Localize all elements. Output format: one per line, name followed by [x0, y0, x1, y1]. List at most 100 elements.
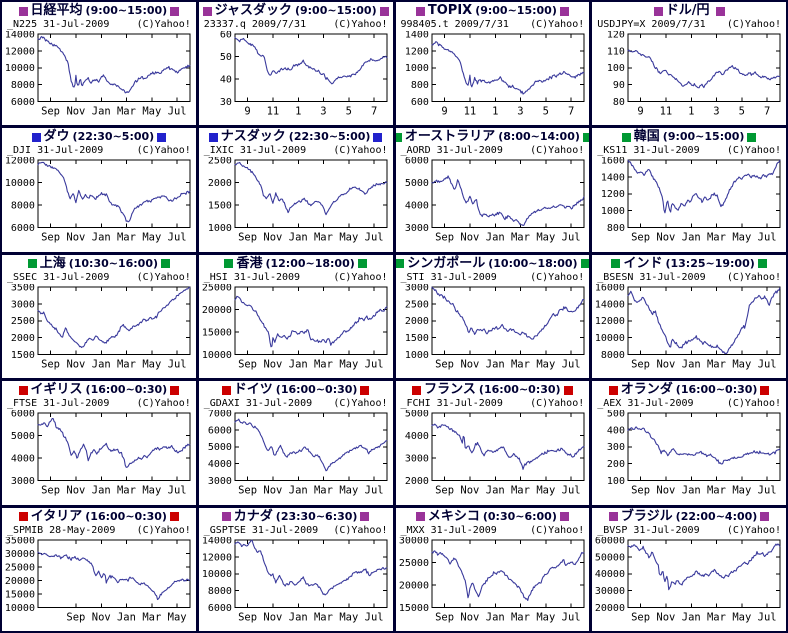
market-chart-cell-france[interactable]: フランス (16:00~0:30) _FCHI 31-Jul-2009 (C)Yaho…: [395, 381, 590, 505]
y-tick-label: 5000: [404, 178, 428, 189]
y-tick-label: 1000: [601, 207, 625, 218]
x-tick-label: May: [733, 232, 752, 244]
price-line: [627, 543, 781, 590]
chart-info-row: _FTSE 31-Jul-2009 (C)Yahoo!: [2, 398, 196, 410]
chart-title-row: メキシコ (0:30~6:00): [396, 508, 590, 525]
market-chart-cell-hongkong[interactable]: 香港 (12:00~18:00) _HSI 31-Jul-2009 (C)Yahoo!…: [198, 254, 393, 379]
ticker-and-date: _SPMIB 28-May-2009: [7, 524, 116, 536]
chart-title-row: ジャスダック (9:00~15:00): [199, 2, 393, 19]
market-chart-cell-mexico[interactable]: メキシコ (0:30~6:00) _MXX 31-Jul-2009 (C)Yahoo!…: [395, 507, 590, 631]
price-chart-plot: 3000 4000 5000 6000 Sep Nov Jan Mar May Jul: [404, 157, 584, 244]
plot-area: [37, 412, 191, 482]
y-tick-label: 1000: [404, 350, 428, 361]
market-chart-cell-topix[interactable]: TOPIX (9:00~15:00) 998405.t 2009/7/31 (C)Ya…: [395, 2, 590, 126]
price-chart-plot: 6000 8000 10000 12000 14000 Sep Nov Jan Mar May Ju…: [202, 537, 388, 623]
x-tick-label: Nov: [66, 232, 85, 244]
x-tick-label: 1: [492, 105, 498, 117]
region-marker-icon: [608, 512, 618, 522]
region-marker-icon: [611, 259, 621, 269]
x-tick-label: Mar: [707, 358, 726, 370]
market-chart-cell-uk[interactable]: イギリス (16:00~0:30) _FTSE 31-Jul-2009 (C)Yaho…: [2, 381, 196, 505]
x-tick-label: Nov: [66, 358, 85, 370]
market-chart-cell-dow[interactable]: ダウ (22:30~5:00) _DJI 31-Jul-2009 (C)Yahoo! 6…: [2, 128, 196, 252]
market-chart-cell-nikkei225[interactable]: 日経平均 (9:00~15:00) _N225 31-Jul-2009 (C)Yaho…: [2, 2, 196, 126]
x-tick-label: Nov: [460, 232, 479, 244]
x-tick-label: Mar: [510, 232, 529, 244]
region-marker-icon: [747, 132, 757, 142]
market-chart-cell-shanghai[interactable]: 上海 (10:30~16:00) _SSEC 31-Jul-2009 (C)Yahoo…: [2, 254, 196, 379]
y-tick-label: 4000: [404, 431, 428, 442]
x-tick-label: May: [339, 611, 358, 623]
x-tick-label: Jan: [92, 485, 111, 497]
market-chart-cell-brazil[interactable]: ブラジル (22:00~4:00) _BVSP 31-Jul-2009 (C)Yaho…: [592, 507, 786, 631]
region-marker-icon: [760, 385, 770, 395]
price-chart-plot: 1000 1500 2000 2500 3000 Sep Nov Jan Mar May Jul: [404, 284, 584, 370]
x-tick-label: Sep: [41, 485, 60, 497]
ticker-and-date: _DJI 31-Jul-2009: [7, 145, 104, 157]
y-tick-label: 800: [607, 223, 625, 234]
x-tick-label: 5: [345, 105, 351, 117]
y-tick-label: 6000: [11, 410, 35, 419]
chart-info-row: _MXX 31-Jul-2009 (C)Yahoo!: [396, 525, 590, 537]
market-chart-cell-canada[interactable]: カナダ (23:30~6:30) _GSPTSE 31-Jul-2009 (C)Yah…: [198, 507, 393, 631]
x-tick-label: Mar: [314, 358, 333, 370]
y-tick-label: 14000: [202, 537, 232, 546]
region-marker-icon: [415, 6, 425, 16]
x-tick-label: Sep: [41, 358, 60, 370]
market-chart-cell-germany[interactable]: ドイツ (16:00~0:30) _GDAXI 31-Jul-2009 (C)Yaho…: [198, 381, 393, 505]
market-chart-cell-netherlands[interactable]: オランダ (16:00~0:30) _AEX 31-Jul-2009 (C)Yahoo…: [592, 381, 786, 505]
x-tick-label: May: [142, 232, 161, 244]
market-chart-cell-nasdaq[interactable]: ナスダック (22:30~5:00) _IXIC 31-Jul-2009 (C)Yah…: [198, 128, 393, 252]
y-tick-label: 3000: [404, 454, 428, 465]
copyright-label: (C)Yahoo!: [726, 398, 781, 410]
y-tick-label: 80: [613, 97, 625, 108]
x-tick-label: 11: [463, 105, 476, 117]
x-tick-label: Jan: [289, 232, 308, 244]
region-marker-icon: [208, 132, 218, 142]
chart-info-row: _FCHI 31-Jul-2009 (C)Yahoo!: [396, 398, 590, 410]
plot-area: [430, 412, 584, 482]
region-marker-icon: [18, 6, 28, 16]
x-tick-label: Nov: [657, 232, 676, 244]
region-marker-icon: [202, 6, 212, 16]
x-tick-label: Jul: [758, 611, 777, 623]
chart-title: オランダ: [620, 382, 673, 398]
y-tick-label: 2500: [11, 316, 35, 327]
ticker-and-date: _FCHI 31-Jul-2009: [400, 398, 503, 410]
chart-trading-hours: (23:30~6:30): [275, 509, 358, 523]
region-marker-icon: [170, 6, 180, 16]
region-marker-icon: [563, 385, 573, 395]
x-tick-label: 9: [638, 105, 644, 117]
x-tick-label: Jul: [561, 611, 580, 623]
region-marker-icon: [170, 385, 180, 395]
x-tick-label: 3: [517, 105, 523, 117]
market-chart-cell-australia[interactable]: オーストラリア (8:00~14:00) _AORD 31-Jul-2009 (C)Y…: [395, 128, 590, 252]
chart-title: イタリア: [30, 508, 83, 524]
x-tick-label: May: [142, 485, 161, 497]
y-tick-label: 2000: [208, 178, 232, 189]
x-tick-label: 7: [371, 105, 377, 117]
price-chart-plot: 3000 4000 5000 6000 Sep Nov Jan Mar May Jul: [11, 410, 191, 497]
price-chart-plot: 6000 8000 10000 12000 14000 Sep Nov Jan Mar May Ju…: [5, 31, 191, 117]
market-chart-cell-usdjpy[interactable]: ドル/円 USDJPY=X 2009/7/31 (C)Yahoo! 80 90 100 11…: [592, 2, 786, 126]
market-chart-cell-korea[interactable]: 韓国 (9:00~15:00) _KS11 31-Jul-2009 (C)Yahoo!…: [592, 128, 786, 252]
copyright-label: (C)Yahoo!: [726, 19, 781, 30]
market-chart-cell-india[interactable]: インド (13:25~19:00) _BSESN 31-Jul-2009 (C)Yah…: [592, 254, 786, 379]
chart-title: 香港: [236, 255, 263, 271]
x-tick-label: Mar: [117, 232, 136, 244]
y-tick-label: 40000: [595, 569, 625, 580]
price-line: [627, 426, 781, 465]
x-tick-label: May: [339, 358, 358, 370]
y-tick-label: 20000: [5, 576, 35, 587]
market-chart-cell-jasdaq[interactable]: ジャスダック (9:00~15:00) 23337.q 2009/7/31 (C)Ya…: [198, 2, 393, 126]
x-tick-label: Mar: [510, 485, 529, 497]
chart-trading-hours: (9:00~15:00): [85, 4, 168, 17]
y-tick-label: 300: [607, 442, 625, 453]
market-chart-cell-italy[interactable]: イタリア (16:00~0:30) _SPMIB 28-May-2009 (C)Yah…: [2, 507, 196, 631]
y-tick-label: 25000: [202, 284, 232, 293]
market-chart-cell-singapore[interactable]: シンガポール (10:00~18:00) _STI 31-Jul-2009 (C)Ya…: [395, 254, 590, 379]
ticker-and-date: _GDAXI 31-Jul-2009: [203, 398, 313, 410]
region-marker-icon: [157, 132, 167, 142]
price-chart-plot: 2000 3000 4000 5000 Sep Nov Jan Mar May Jul: [404, 410, 584, 497]
